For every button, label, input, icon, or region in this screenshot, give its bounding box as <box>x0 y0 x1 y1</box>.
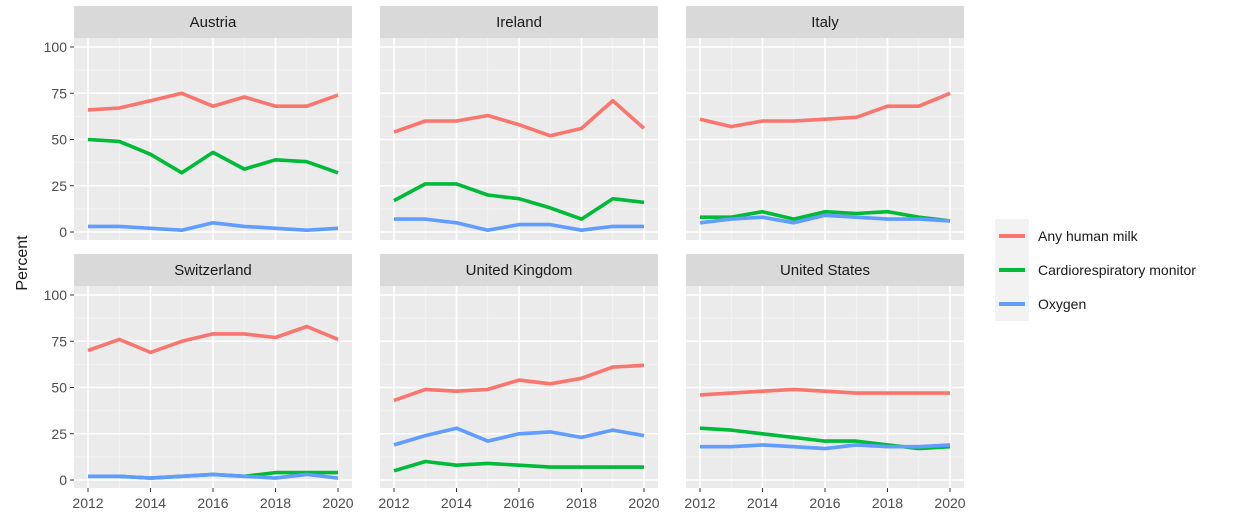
x-tick-label: 2014 <box>135 495 166 511</box>
facet-strip <box>686 254 964 286</box>
x-tick-label: 2020 <box>934 495 965 511</box>
facet-title: Austria <box>190 14 237 31</box>
facet-strip <box>380 254 658 286</box>
x-tick-label: 2014 <box>441 495 472 511</box>
series-line <box>393 459 644 473</box>
series-line <box>700 209 951 223</box>
y-tick-label: 75 <box>51 333 67 349</box>
series-line <box>394 217 644 232</box>
x-tick-label: 2014 <box>747 495 778 511</box>
facet-strip <box>380 6 658 38</box>
series-line <box>699 213 951 225</box>
legend-label: Cardiorespiratory monitor <box>1038 262 1196 278</box>
y-tick-label: 0 <box>59 224 67 240</box>
facet-panel: United States 2012 2014 2016 2018 2020 <box>684 254 966 511</box>
series-line <box>88 472 339 480</box>
facet-panel: Switzerland 0 25 50 75 100 2012 2014 2016 2018 202… <box>44 254 354 511</box>
x-tick-label: 2016 <box>197 495 228 511</box>
facet-title: United States <box>780 262 870 279</box>
facet-title: United Kingdom <box>466 262 573 279</box>
x-tick-label: 2020 <box>322 495 353 511</box>
y-tick-label: 25 <box>51 426 67 442</box>
y-tick-label: 25 <box>51 178 67 194</box>
series-line <box>393 98 646 138</box>
y-tick-label: 50 <box>51 132 67 148</box>
x-tick-label: 2018 <box>872 495 903 511</box>
y-tick-label: 100 <box>44 287 68 303</box>
facet-title: Switzerland <box>174 262 252 279</box>
x-tick-label: 2012 <box>378 495 409 511</box>
legend: Any human milk Cardiorespiratory monitor O… <box>995 219 1196 321</box>
y-axis-title: Percent <box>14 235 31 291</box>
y-tick-label: 75 <box>51 85 67 101</box>
y-tick-label: 50 <box>51 380 67 396</box>
legend-label: Oxygen <box>1038 296 1086 312</box>
series-line <box>87 324 339 355</box>
series-line <box>88 221 339 232</box>
x-tick-label: 2018 <box>260 495 291 511</box>
series-line <box>393 426 645 447</box>
series-line <box>393 363 645 403</box>
facet-panel: Austria 0 25 50 75 100 <box>44 6 352 240</box>
facet-title: Ireland <box>496 14 542 31</box>
x-tick-label: 2012 <box>72 495 103 511</box>
x-tick-label: 2020 <box>628 495 659 511</box>
series-line <box>699 387 950 397</box>
x-tick-label: 2018 <box>566 495 597 511</box>
legend-label: Any human milk <box>1038 228 1139 244</box>
facet-strip <box>686 6 964 38</box>
series-line <box>699 91 951 129</box>
x-tick-label: 2016 <box>809 495 840 511</box>
x-tick-label: 2016 <box>503 495 534 511</box>
facet-panel: Italy <box>686 6 964 240</box>
facet-strip <box>74 6 352 38</box>
series-line <box>700 443 951 451</box>
facet-title: Italy <box>811 14 839 31</box>
y-tick-label: 100 <box>44 39 68 55</box>
x-tick-label: 2012 <box>684 495 715 511</box>
series-line <box>87 137 339 175</box>
facet-panel: Ireland <box>380 6 658 240</box>
facet-panel: United Kingdom 2012 2014 2016 2018 2020 <box>378 254 660 511</box>
y-tick-label: 0 <box>59 472 67 488</box>
series-line <box>393 182 645 221</box>
facet-strip <box>74 254 352 286</box>
series-line <box>87 91 339 112</box>
